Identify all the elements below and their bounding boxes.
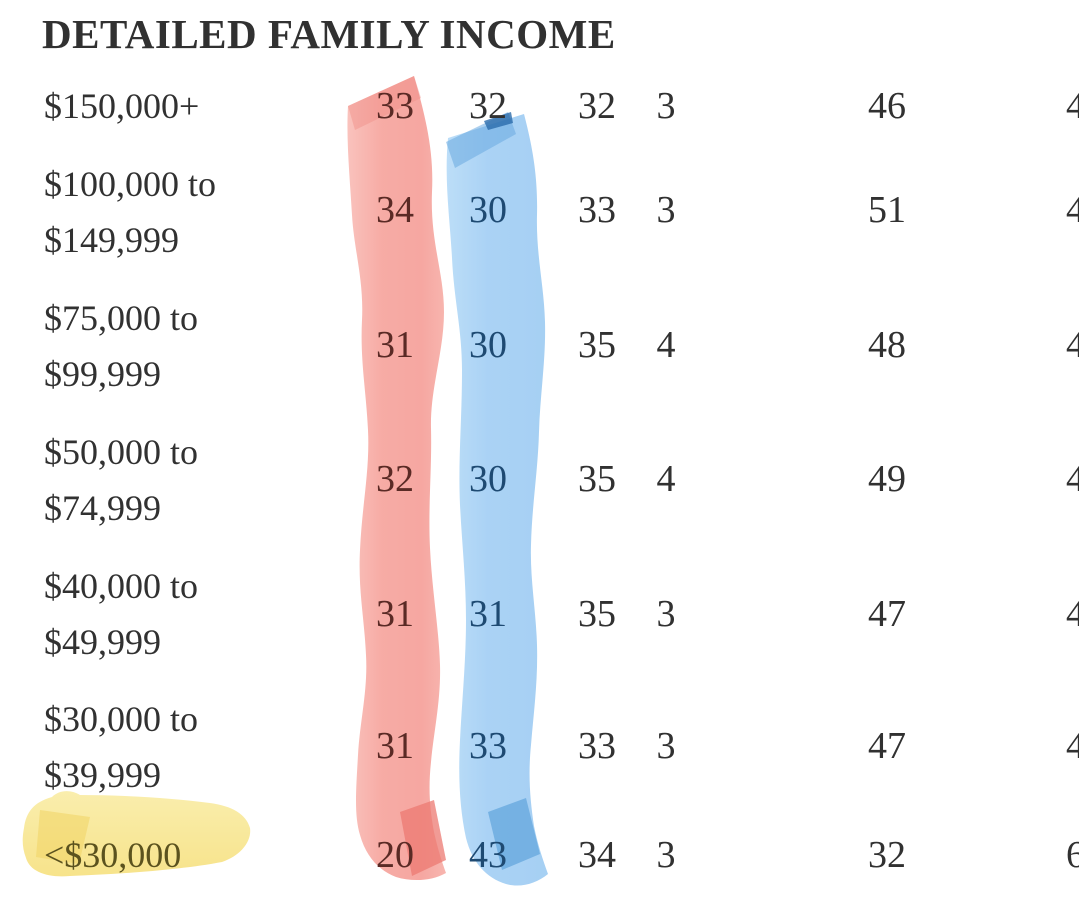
- value-cell: 34: [376, 189, 414, 231]
- value-cell: 3: [656, 725, 676, 767]
- value-cell: 31: [376, 593, 414, 635]
- value-cell: 51: [868, 189, 906, 231]
- row-label: $30,000 to $39,999: [44, 699, 199, 795]
- value-cell: 33: [578, 725, 616, 767]
- value-cell: 43: [469, 834, 507, 876]
- value-cell: 32: [578, 85, 616, 127]
- value-cell: 33: [469, 725, 507, 767]
- value-cell: 31: [376, 725, 414, 767]
- value-cell: 46: [868, 85, 906, 127]
- value-cell: 4: [656, 458, 676, 500]
- value-cell: 47: [868, 593, 906, 635]
- value-cell: 3: [656, 593, 676, 635]
- clipped-value-cell: 4: [1066, 593, 1079, 635]
- value-cell: 35: [578, 324, 616, 366]
- value-cell: 30: [469, 458, 507, 500]
- clipped-value-cell: 4: [1066, 324, 1079, 366]
- clipped-value-cell: 4: [1066, 85, 1079, 127]
- value-cell: 34: [578, 834, 616, 876]
- value-cell: 32: [868, 834, 906, 876]
- value-cell: 35: [578, 458, 616, 500]
- clipped-value-cell: 4: [1066, 725, 1079, 767]
- value-cell: 31: [376, 324, 414, 366]
- row-label: $75,000 to $99,999: [44, 298, 199, 394]
- value-cell: 33: [376, 85, 414, 127]
- value-cell: 3: [656, 189, 676, 231]
- row-label: $150,000+: [44, 86, 200, 126]
- value-cell: 35: [578, 593, 616, 635]
- value-cell: 32: [469, 85, 507, 127]
- clipped-value-cell: 6: [1066, 834, 1079, 876]
- value-cell: 32: [376, 458, 414, 500]
- clipped-value-cell: 4: [1066, 189, 1079, 231]
- row-label: $100,000 to $149,999: [44, 164, 217, 260]
- value-cell: 4: [656, 324, 676, 366]
- value-cell: 3: [656, 85, 676, 127]
- row-label: $50,000 to $74,999: [44, 432, 199, 528]
- value-cell: 30: [469, 324, 507, 366]
- clipped-value-cell: 4: [1066, 458, 1079, 500]
- table-title: DETAILED FAMILY INCOME: [42, 11, 616, 57]
- row-label: $40,000 to $49,999: [44, 566, 199, 662]
- value-cell: 47: [868, 725, 906, 767]
- value-cell: 3: [656, 834, 676, 876]
- value-cell: 31: [469, 593, 507, 635]
- value-cell: 49: [868, 458, 906, 500]
- value-cell: 30: [469, 189, 507, 231]
- value-cell: 20: [376, 834, 414, 876]
- row-label-highlighted: <$30,000: [44, 835, 182, 875]
- value-cell: 48: [868, 324, 906, 366]
- value-cell: 33: [578, 189, 616, 231]
